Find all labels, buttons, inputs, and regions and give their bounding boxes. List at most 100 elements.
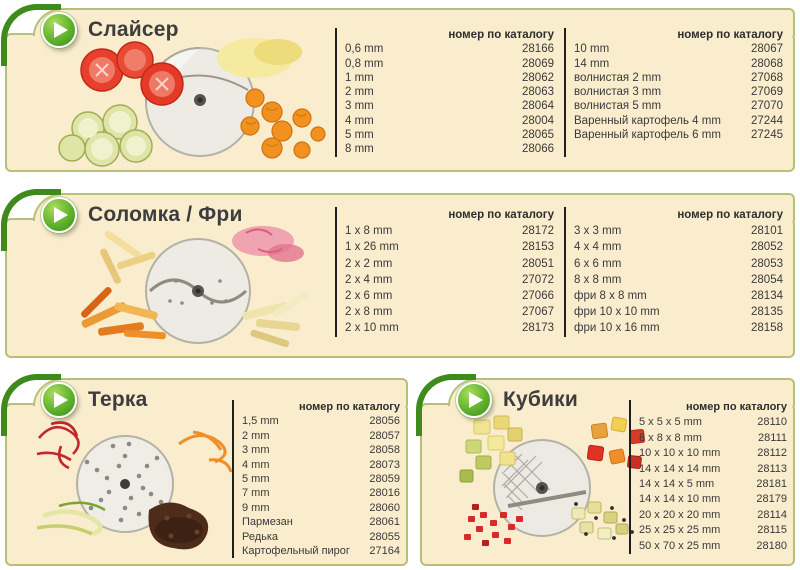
size-label: волнистая 2 mm: [574, 71, 662, 84]
table-row: волнистая 3 mm 27069: [574, 85, 783, 99]
section-slicer: Слайсер: [1, 4, 795, 172]
table-row: 3 mm 28064: [345, 99, 554, 113]
corner-accent: [1, 4, 61, 66]
table-row: 20 x 20 x 20 mm 28114: [639, 508, 787, 523]
table-row: 10 x 10 x 10 mm 28112: [639, 446, 787, 461]
section-title: Кубики: [503, 388, 578, 411]
dicing-disc-illustration: [459, 415, 645, 546]
corner-accent: [416, 374, 476, 436]
julienne-fries-illustration: [80, 226, 308, 348]
catalog-number: 27072: [522, 273, 554, 286]
play-icon: [456, 382, 492, 418]
size-label: 5 mm: [345, 129, 374, 142]
size-label: 9 mm: [242, 501, 270, 514]
size-label: 5 x 5 x 5 mm: [639, 416, 702, 429]
size-label: 2 x 10 mm: [345, 322, 399, 335]
section-grater: Терка: [1, 374, 408, 566]
table-row: 2 x 8 mm 27067: [345, 304, 554, 320]
size-label: фри 10 x 10 mm: [574, 306, 660, 319]
table-row: 2 mm 28063: [345, 85, 554, 99]
catalog-number: 28060: [369, 501, 400, 514]
catalog-number: 28056: [369, 415, 400, 428]
catalog-number: 27069: [751, 86, 783, 99]
section-header: Соломка / Фри: [41, 195, 243, 235]
table-row: Варенный картофель 6 mm 27245: [574, 128, 783, 142]
catalog-number: 28069: [522, 57, 554, 70]
catalog-number: 28101: [751, 225, 783, 238]
catalog-number: 28158: [751, 322, 783, 335]
size-label: 3 mm: [242, 444, 270, 457]
table-row: фри 10 x 16 mm 28158: [574, 320, 783, 336]
section-header: Кубики: [456, 380, 578, 420]
table-row: 1 x 26 mm 28153: [345, 239, 554, 255]
catalog-number: 28059: [369, 472, 400, 485]
catalog-number: 28067: [751, 43, 783, 56]
size-label: фри 10 x 16 mm: [574, 322, 660, 335]
table-row: 5 x 5 x 5 mm 28110: [639, 415, 787, 430]
size-label: 2 x 2 mm: [345, 257, 393, 270]
size-label: 6 x 6 mm: [574, 257, 622, 270]
table-row: 1,5 mm 28056: [242, 414, 400, 428]
catalog-number: 28179: [756, 493, 787, 506]
size-label: 0,6 mm: [345, 43, 384, 56]
section-title: Соломка / Фри: [88, 203, 243, 226]
section-title: Терка: [88, 388, 148, 411]
size-label: 4 mm: [242, 458, 270, 471]
size-label: 2 mm: [242, 429, 270, 442]
catalog-number: 28173: [522, 322, 554, 335]
catalog-table: номер по каталогу 5 x 5 x 5 mm 28110 8 x…: [629, 400, 787, 554]
catalog-table: номер по каталогу 1,5 mm 28056 2 mm 2805…: [232, 400, 400, 559]
size-label: 5 mm: [242, 472, 270, 485]
corner-accent: [1, 189, 61, 251]
size-label: Варенный картофель 4 mm: [574, 114, 721, 127]
table-row: 6 x 6 mm 28053: [574, 256, 783, 272]
table-row: 5 mm 28059: [242, 472, 400, 486]
size-label: Варенный картофель 6 mm: [574, 129, 721, 142]
catalog-table: номер по каталогу 1 x 8 mm 28172 1 x 26 …: [335, 207, 554, 337]
table-row: Варенный картофель 4 mm 27244: [574, 114, 783, 128]
play-triangle: [54, 392, 68, 408]
table-row: 0,6 mm 28166: [345, 42, 554, 56]
catalog-table-header: номер по каталогу: [685, 401, 787, 413]
table-row: 25 x 25 x 25 mm 28115: [639, 523, 787, 538]
catalog-tables: номер по каталогу 5 x 5 x 5 mm 28110 8 x…: [629, 400, 787, 554]
size-label: 8 x 8 x 8 mm: [639, 431, 702, 444]
size-label: 14 x 14 x 5 mm: [639, 477, 715, 490]
size-label: 14 x 14 x 14 mm: [639, 462, 721, 475]
catalog-number: 28051: [522, 257, 554, 270]
table-row: 2 mm 28057: [242, 429, 400, 443]
table-row: 14 x 14 x 10 mm 28179: [639, 492, 787, 507]
catalog-number: 27066: [522, 289, 554, 302]
section-header: Слайсер: [41, 10, 179, 50]
corner-accent: [1, 374, 61, 436]
play-triangle: [469, 392, 483, 408]
table-row: 3 x 3 mm 28101: [574, 223, 783, 239]
size-label: 4 mm: [345, 114, 374, 127]
table-row: 2 x 4 mm 27072: [345, 272, 554, 288]
size-label: 4 x 4 mm: [574, 241, 622, 254]
catalog-number: 28181: [756, 477, 787, 490]
catalog-number: 28053: [751, 257, 783, 270]
catalog-table-header: номер по каталогу: [298, 401, 400, 413]
size-label: волнистая 5 mm: [574, 100, 662, 113]
table-row: 7 mm 28016: [242, 486, 400, 500]
table-row: 50 x 70 x 25 mm 28180: [639, 539, 787, 554]
catalog-table-header: номер по каталогу: [677, 209, 783, 221]
catalog-number: 28055: [369, 530, 400, 543]
size-label: 10 x 10 x 10 mm: [639, 447, 721, 460]
size-label: 50 x 70 x 25 mm: [639, 539, 721, 552]
table-row: Редька 28055: [242, 530, 400, 544]
catalog-number: 28112: [757, 447, 787, 460]
table-row: 14 x 14 x 14 mm 28113: [639, 462, 787, 477]
catalog-table: номер по каталогу 10 mm 28067 14 mm 2806…: [564, 28, 783, 157]
catalog-number: 28065: [522, 129, 554, 142]
catalog-number: 28057: [369, 429, 400, 442]
catalog-number: 28058: [369, 444, 400, 457]
catalog-number: 28110: [757, 416, 787, 429]
catalog-tables: номер по каталогу 1,5 mm 28056 2 mm 2805…: [232, 400, 400, 559]
panel-tab: [33, 378, 408, 406]
catalog-number: 28063: [522, 86, 554, 99]
table-row: Пармезан 28061: [242, 515, 400, 529]
catalog-table-header: номер по каталогу: [448, 209, 554, 221]
